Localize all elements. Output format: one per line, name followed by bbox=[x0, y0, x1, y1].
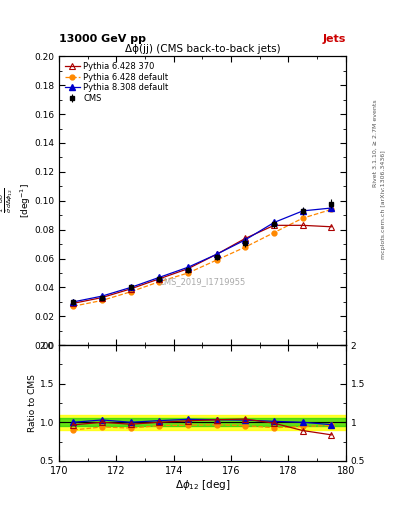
Pythia 8.308 default bbox=[99, 293, 104, 299]
Pythia 8.308 default bbox=[243, 237, 248, 243]
Y-axis label: Ratio to CMS: Ratio to CMS bbox=[28, 374, 37, 432]
Pythia 6.428 default bbox=[157, 279, 162, 285]
Text: 13000 GeV pp: 13000 GeV pp bbox=[59, 33, 146, 44]
Pythia 6.428 default bbox=[329, 206, 334, 212]
Y-axis label: $\frac{1}{\bar{\sigma}}\frac{d\sigma}{d\Delta\phi_{12}}$
[deg$^{-1}$]: $\frac{1}{\bar{\sigma}}\frac{d\sigma}{d\… bbox=[0, 183, 33, 218]
Pythia 6.428 370 bbox=[214, 251, 219, 258]
Pythia 6.428 default bbox=[99, 297, 104, 304]
Pythia 6.428 370 bbox=[128, 286, 133, 292]
Pythia 6.428 370 bbox=[272, 222, 276, 228]
Pythia 8.308 default bbox=[329, 205, 334, 211]
Bar bbox=[59, 418, 346, 426]
Pythia 6.428 default bbox=[185, 270, 190, 276]
Pythia 6.428 370 bbox=[71, 300, 75, 306]
Pythia 8.308 default bbox=[71, 299, 75, 305]
Pythia 6.428 370 bbox=[99, 294, 104, 301]
Text: CMS_2019_I1719955: CMS_2019_I1719955 bbox=[159, 277, 246, 286]
Pythia 8.308 default bbox=[214, 251, 219, 258]
Line: Pythia 8.308 default: Pythia 8.308 default bbox=[70, 205, 334, 305]
Line: Pythia 6.428 default: Pythia 6.428 default bbox=[71, 207, 334, 309]
Pythia 8.308 default bbox=[272, 219, 276, 225]
Pythia 6.428 370 bbox=[300, 222, 305, 228]
Pythia 6.428 370 bbox=[185, 266, 190, 272]
Pythia 8.308 default bbox=[157, 274, 162, 281]
Pythia 6.428 default bbox=[272, 229, 276, 236]
Pythia 6.428 default bbox=[214, 257, 219, 263]
Pythia 6.428 default bbox=[243, 244, 248, 250]
Pythia 6.428 370 bbox=[157, 275, 162, 282]
Title: Δϕ(jj) (CMS back-to-back jets): Δϕ(jj) (CMS back-to-back jets) bbox=[125, 44, 280, 54]
Pythia 6.428 default bbox=[71, 303, 75, 309]
Line: Pythia 6.428 370: Pythia 6.428 370 bbox=[70, 222, 334, 307]
Pythia 8.308 default bbox=[185, 264, 190, 270]
Pythia 8.308 default bbox=[300, 208, 305, 214]
Pythia 6.428 default bbox=[128, 289, 133, 295]
X-axis label: $\Delta\phi_{12}$ [deg]: $\Delta\phi_{12}$ [deg] bbox=[174, 478, 230, 493]
Pythia 6.428 default bbox=[300, 215, 305, 221]
Text: Rivet 3.1.10, ≥ 2.7M events: Rivet 3.1.10, ≥ 2.7M events bbox=[373, 99, 378, 187]
Bar bbox=[59, 415, 346, 430]
Pythia 6.428 370 bbox=[243, 236, 248, 242]
Pythia 8.308 default bbox=[128, 284, 133, 290]
Pythia 6.428 370 bbox=[329, 224, 334, 230]
Legend: Pythia 6.428 370, Pythia 6.428 default, Pythia 8.308 default, CMS: Pythia 6.428 370, Pythia 6.428 default, … bbox=[63, 60, 170, 105]
Text: mcplots.cern.ch [arXiv:1306.3436]: mcplots.cern.ch [arXiv:1306.3436] bbox=[381, 151, 386, 259]
Text: Jets: Jets bbox=[323, 33, 346, 44]
